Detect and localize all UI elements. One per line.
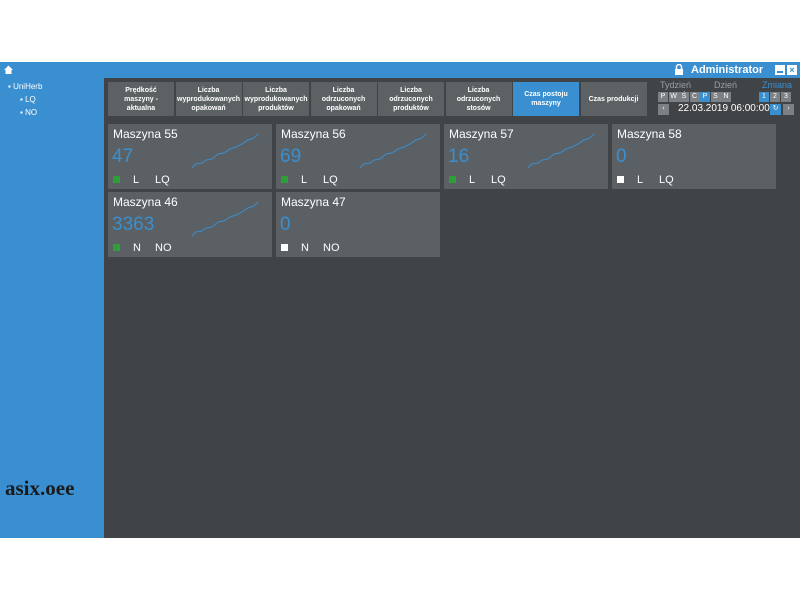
tree-node[interactable]: ▪ NO (20, 108, 38, 117)
status-indicator (281, 244, 288, 251)
line-label: L (301, 174, 308, 186)
machine-title: Maszyna 58 (617, 127, 682, 141)
minimize-button[interactable] (775, 65, 785, 75)
day-button[interactable]: W (668, 92, 679, 102)
refresh-button: ↻ (770, 104, 781, 115)
machine-title: Maszyna 47 (281, 195, 346, 209)
tree-label: LQ (25, 95, 36, 104)
lock-icon (675, 64, 683, 75)
home-icon[interactable] (3, 64, 14, 75)
tree-root[interactable]: ▪ UniHerb (8, 82, 43, 91)
machine-card[interactable]: Maszyna 57 16 L LQ (444, 124, 608, 189)
shift-button[interactable]: 1 (759, 92, 769, 102)
product-label: LQ (491, 174, 506, 186)
day-button[interactable]: S (710, 92, 721, 102)
tab[interactable]: Czas postoju maszyny (513, 82, 579, 116)
line-label: L (637, 174, 644, 186)
machine-title: Maszyna 55 (113, 127, 178, 141)
machine-value: 3363 (112, 214, 155, 235)
product-label: LQ (323, 174, 338, 186)
period-label[interactable]: Zmiana (762, 80, 793, 90)
line-label: N (133, 242, 141, 254)
close-button[interactable]: × (787, 65, 797, 75)
machine-title: Maszyna 56 (281, 127, 346, 141)
status-indicator (449, 176, 456, 183)
product-label: NO (323, 242, 340, 254)
tab[interactable]: Liczba odrzuconych produktów (378, 82, 444, 116)
sparkline (360, 133, 427, 169)
machine-card[interactable]: Maszyna 47 0 N NO (276, 192, 440, 257)
machine-card[interactable]: Maszyna 58 0 L LQ (612, 124, 776, 189)
sparkline (192, 133, 259, 169)
machine-value: 16 (448, 146, 470, 167)
day-button[interactable]: P (658, 92, 668, 102)
sidebar: ▪ UniHerb ▪ LQ ▪ NO asix.oee (0, 78, 104, 538)
machine-value: 0 (280, 214, 291, 235)
machine-card[interactable]: Maszyna 55 47 L LQ (108, 124, 272, 189)
status-indicator (113, 176, 120, 183)
line-label: N (301, 242, 309, 254)
tab[interactable]: Czas produkcji (580, 82, 647, 116)
period-label[interactable]: Dzień (714, 80, 738, 90)
logo: asix.oee (5, 476, 75, 500)
user-name: Administrator (691, 64, 764, 76)
tree-label: NO (25, 108, 38, 117)
date: 22.03.2019 06:00:00 (678, 103, 770, 114)
machine-title: Maszyna 57 (449, 127, 514, 141)
day-button[interactable]: C (689, 92, 700, 102)
machine-card[interactable]: Maszyna 56 69 L LQ (276, 124, 440, 189)
machine-title: Maszyna 46 (113, 195, 178, 209)
status-indicator (281, 176, 288, 183)
line-label: L (469, 174, 476, 186)
product-label: LQ (155, 174, 170, 186)
tab[interactable]: Liczba odrzuconych stosów (445, 82, 512, 116)
status-indicator (617, 176, 624, 183)
next-button: › (783, 104, 794, 115)
sparkline (192, 201, 259, 237)
tab[interactable]: Liczba wyprodukowanych produktów (243, 82, 309, 116)
product-label: NO (155, 242, 172, 254)
status-indicator (113, 244, 120, 251)
product-label: LQ (659, 174, 674, 186)
machine-value: 69 (280, 146, 302, 167)
machine-value: 47 (112, 146, 134, 167)
sparkline (528, 133, 595, 169)
prev-button: ‹ (658, 104, 669, 115)
shift-button[interactable]: 3 (781, 92, 791, 102)
tree-node[interactable]: ▪ LQ (20, 95, 36, 104)
title-bar: Administrator × (0, 62, 800, 78)
tab[interactable]: Liczba wyprodukowanych opakowań (175, 82, 242, 116)
period-label[interactable]: Tydzień (660, 80, 692, 90)
day-button[interactable]: Ś (679, 92, 689, 102)
tree-label: UniHerb (13, 82, 43, 91)
tab[interactable]: Prędkość maszyny - aktualna (108, 82, 174, 116)
tab[interactable]: Liczba odrzuconych opakowań (310, 82, 377, 116)
day-button[interactable]: P (700, 92, 710, 102)
machine-card[interactable]: Maszyna 46 3363 N NO (108, 192, 272, 257)
shift-button[interactable]: 2 (770, 92, 780, 102)
machine-value: 0 (616, 146, 627, 167)
day-button[interactable]: N (721, 92, 731, 102)
line-label: L (133, 174, 140, 186)
